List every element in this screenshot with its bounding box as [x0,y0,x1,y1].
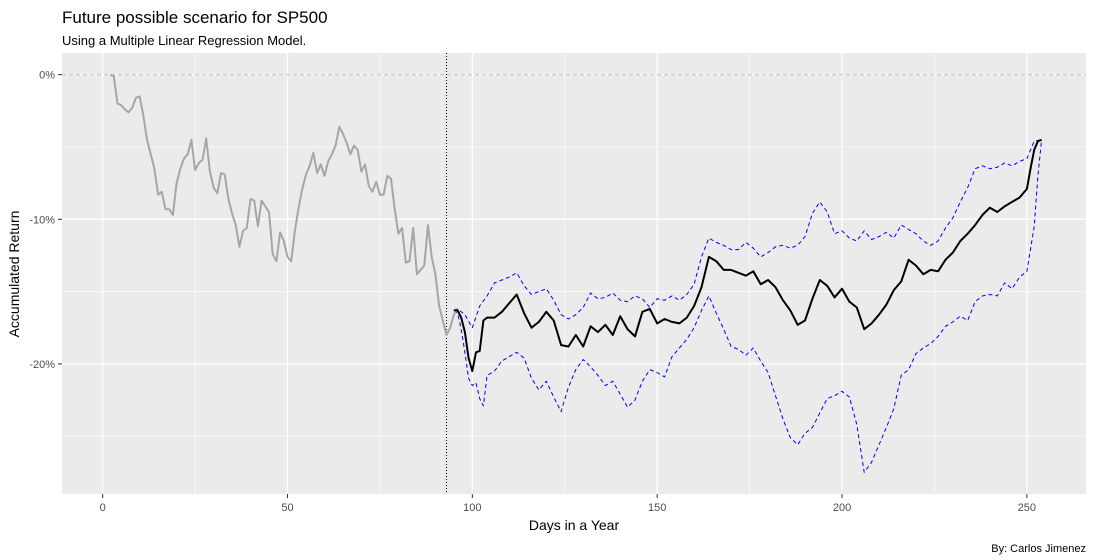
y-tick-label: -20% [29,359,55,371]
x-tick-label: 200 [833,502,851,514]
forecast-series-line [453,138,1042,373]
y-tick-label: -10% [29,214,55,226]
y-tick-label: 0% [39,70,55,82]
upper-bound-series-line [453,139,1042,329]
x-tick-label: 100 [463,502,481,514]
reference-lines [62,53,1086,494]
lower-bound-series-line [453,139,1043,473]
series-lines [109,73,1043,473]
x-axis-title: Days in a Year [529,517,620,533]
x-tick-label: 0 [100,502,106,514]
y-axis-ticks: 0% -10% -20% [29,70,62,371]
x-tick-label: 250 [1018,502,1036,514]
x-tick-label: 50 [281,502,293,514]
x-tick-label: 150 [648,502,666,514]
chart-title: Future possible scenario for SP500 [62,8,328,27]
historical-series-line [109,73,459,336]
chart-caption: By: Carlos Jimenez [991,543,1086,555]
chart-subtitle: Using a Multiple Linear Regression Model… [62,33,306,48]
x-axis-ticks: 0 50 100 150 200 250 [100,494,1036,514]
grid-lines [62,53,1086,494]
plot-panel [62,53,1086,494]
y-axis-title: Accumulated Return [6,211,22,338]
